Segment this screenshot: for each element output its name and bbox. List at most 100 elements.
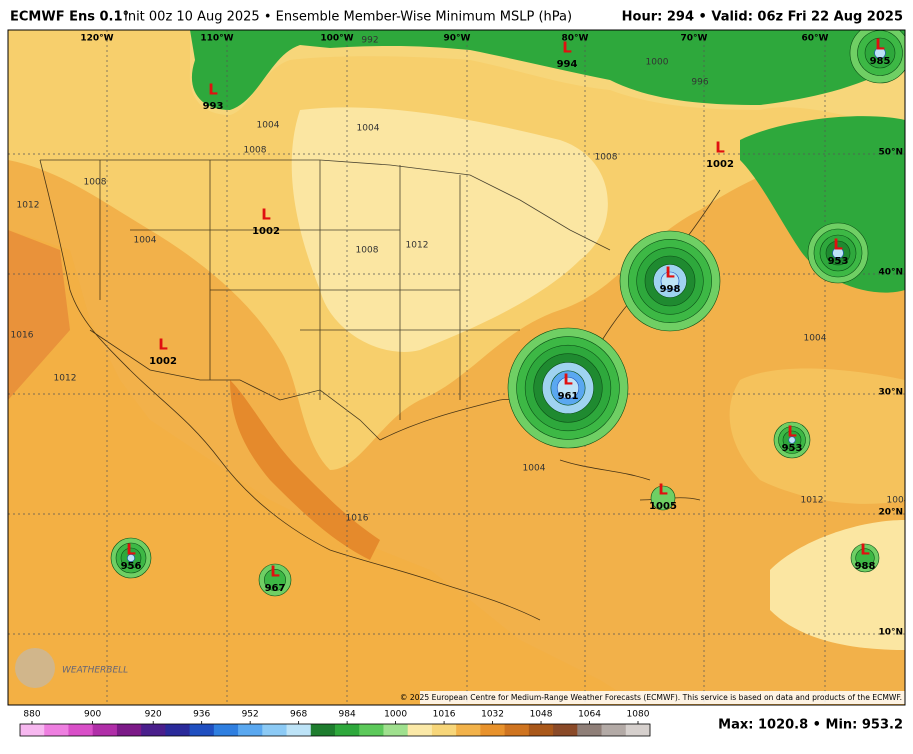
low-letter: L (715, 139, 725, 157)
colorbar-tick-label: 880 (23, 710, 40, 720)
colorbar-swatch (189, 724, 215, 736)
low-value: 993 (203, 101, 224, 112)
colorbar-swatch (165, 724, 191, 736)
colorbar-tick-label: 1000 (384, 710, 407, 720)
low-letter: L (563, 371, 573, 389)
low-core (832, 247, 844, 259)
low-letter: L (860, 541, 870, 559)
contour-label: 1012 (17, 201, 40, 211)
atlantic-ridge (729, 368, 905, 504)
us-mexico-border (89, 329, 381, 441)
lon-label: 60°W (802, 34, 829, 44)
colorbar-swatch (456, 724, 481, 736)
colorbar-swatch (407, 724, 433, 736)
lat-label: 30°N (878, 388, 903, 398)
low-letter: L (158, 336, 168, 354)
contour-label: 1008 (244, 146, 267, 156)
contour-label: 1004 (523, 464, 546, 474)
colorbar-swatch (625, 724, 651, 736)
colorbar-swatch (383, 724, 409, 736)
colorbar-swatch (504, 724, 530, 736)
subtitle: Init 00z 10 Aug 2025 • Ensemble Member-W… (124, 10, 572, 25)
stats: Max: 1020.8 • Min: 953.2 (718, 718, 903, 733)
colorbar-swatch (335, 724, 360, 736)
ocean-west (8, 230, 640, 705)
pacific-high (8, 230, 70, 400)
lon-label: 110°W (200, 34, 233, 44)
colorbar-swatch (262, 724, 288, 736)
lows (110, 30, 905, 597)
lat-label: 20°N (878, 508, 903, 518)
colorbar-tick-label: 1064 (578, 710, 601, 720)
low-core (127, 554, 135, 562)
colorbar-tick-label: 952 (242, 710, 259, 720)
low-letter: L (875, 36, 885, 54)
colorbar-tick-label: 920 (145, 710, 162, 720)
low-value: 998 (660, 284, 681, 295)
lon-label: 120°W (80, 34, 113, 44)
contour-label: 1016 (346, 514, 369, 524)
colorbar-tick-label: 1032 (481, 710, 504, 720)
contour-label: 1004 (357, 124, 380, 134)
low-core (660, 271, 680, 291)
low-value: 1005 (649, 501, 677, 512)
colorbar-tick-label: 936 (193, 710, 210, 720)
copyright: © 2025 European Centre for Medium-Range … (400, 693, 902, 702)
low-letter: L (208, 81, 218, 99)
low-value: 1002 (706, 159, 734, 170)
land-lighter (291, 107, 608, 352)
colorbar-swatch (44, 724, 69, 736)
colorbar-swatch (577, 724, 603, 736)
low-value: 1002 (149, 356, 177, 367)
colorbar-tick-label: 968 (290, 710, 307, 720)
lat-label: 40°N (878, 268, 903, 278)
colorbar-swatch (528, 724, 554, 736)
colorbar-tick-label: 1048 (530, 710, 553, 720)
map: 120°W 110°W 100°W 90°W 80°W 70°W 60°W 50°N 40°N 3… (8, 30, 910, 705)
contour-label: 1004 (804, 334, 827, 344)
contour-label: 1000 (646, 58, 669, 68)
north-green (190, 30, 905, 110)
colorbar-swatch (553, 724, 578, 736)
state-lines (99, 160, 520, 420)
colorbar-swatch (480, 724, 506, 736)
low-letter: L (787, 423, 797, 441)
low-letter: L (126, 541, 136, 559)
lon-label: 80°W (562, 34, 589, 44)
contour-label: 1008 (595, 153, 618, 163)
colorbar-swatch (238, 724, 263, 736)
low-value: 967 (265, 583, 286, 594)
colorbar-swatch (213, 724, 239, 736)
low-core (788, 436, 796, 444)
valid-time: Hour: 294 • Valid: 06z Fri 22 Aug 2025 (622, 10, 903, 25)
low-value: 961 (558, 391, 579, 402)
colorbar-swatch (601, 724, 627, 736)
colorbar-swatch (286, 724, 312, 736)
colorbar-tick-label: 984 (339, 710, 356, 720)
low-letter: L (658, 481, 668, 499)
colorbar-swatch (310, 724, 336, 736)
low-ring (855, 548, 875, 568)
low-value: 953 (782, 443, 803, 454)
sierra-madre (230, 380, 380, 560)
low-core (556, 376, 580, 400)
colorbar-swatch (431, 724, 457, 736)
low-value: 988 (855, 561, 876, 572)
contour-label: 1004 (887, 496, 910, 506)
low-value: 953 (828, 256, 849, 267)
colorbar-tick-label: 1080 (627, 710, 650, 720)
colorbar-swatch (92, 724, 118, 736)
contour-label: 1004 (257, 121, 280, 131)
contour-label: 992 (361, 36, 378, 46)
contour-label: 1008 (84, 178, 107, 188)
low-letter: L (665, 264, 675, 282)
low-ring (650, 485, 676, 511)
contour-label: 1012 (801, 496, 824, 506)
svg-text:WEATHERBELL: WEATHERBELL (62, 666, 128, 676)
low-value: 956 (121, 561, 142, 572)
colorbar: 880 900 920 936 952 968 984 1000 1016 1032 1048 106… (19, 710, 651, 737)
map-frame (7, 29, 906, 706)
colorbar-frame (19, 723, 651, 737)
low-value: 994 (557, 59, 578, 70)
